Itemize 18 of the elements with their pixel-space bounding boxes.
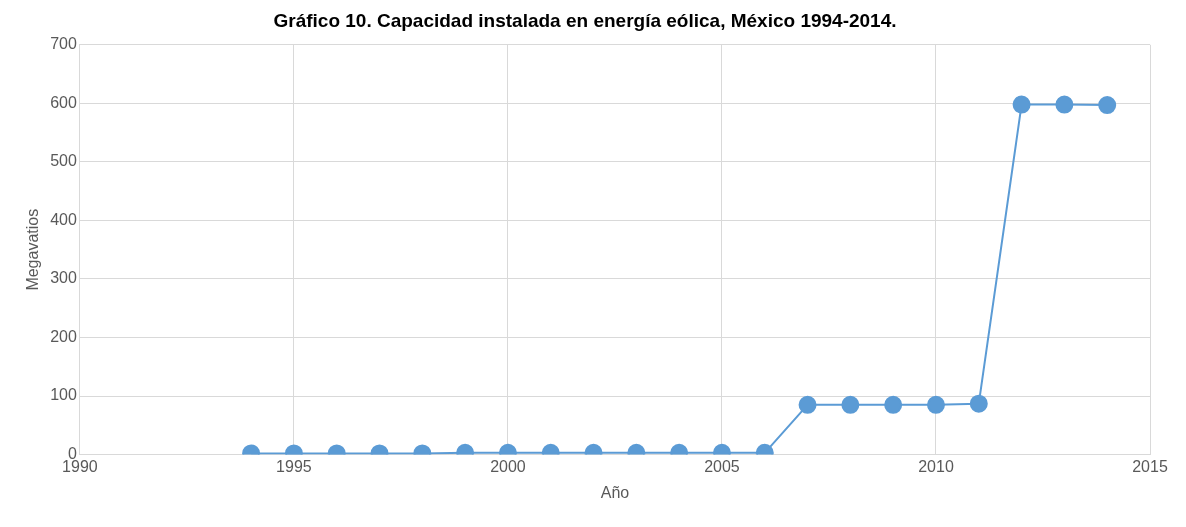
x-tick-label: 2005: [704, 457, 740, 475]
x-tick-label: 2000: [490, 457, 526, 475]
x-tick-label: 2015: [1132, 457, 1168, 475]
point: [1012, 95, 1031, 114]
x-axis-title: Año: [600, 483, 630, 501]
y-tick-label: 400: [50, 210, 77, 228]
y-tick-label: 100: [50, 386, 77, 404]
y-tick-label: 700: [50, 35, 77, 53]
y-tick-label: 500: [50, 152, 77, 170]
point: [1055, 95, 1074, 114]
x-tick-label: 1995: [276, 457, 312, 475]
chart-title: Gráfico 10. Capacidad instalada en energía eólica, México 1994-2014.: [273, 9, 897, 31]
y-tick-label: 600: [50, 93, 77, 111]
y-tick-label: 200: [50, 327, 77, 345]
point: [1098, 96, 1117, 115]
y-axis-title: Megavatios: [24, 208, 42, 291]
y-tick-label: 300: [50, 269, 77, 287]
x-tick-label: 2010: [918, 457, 954, 475]
